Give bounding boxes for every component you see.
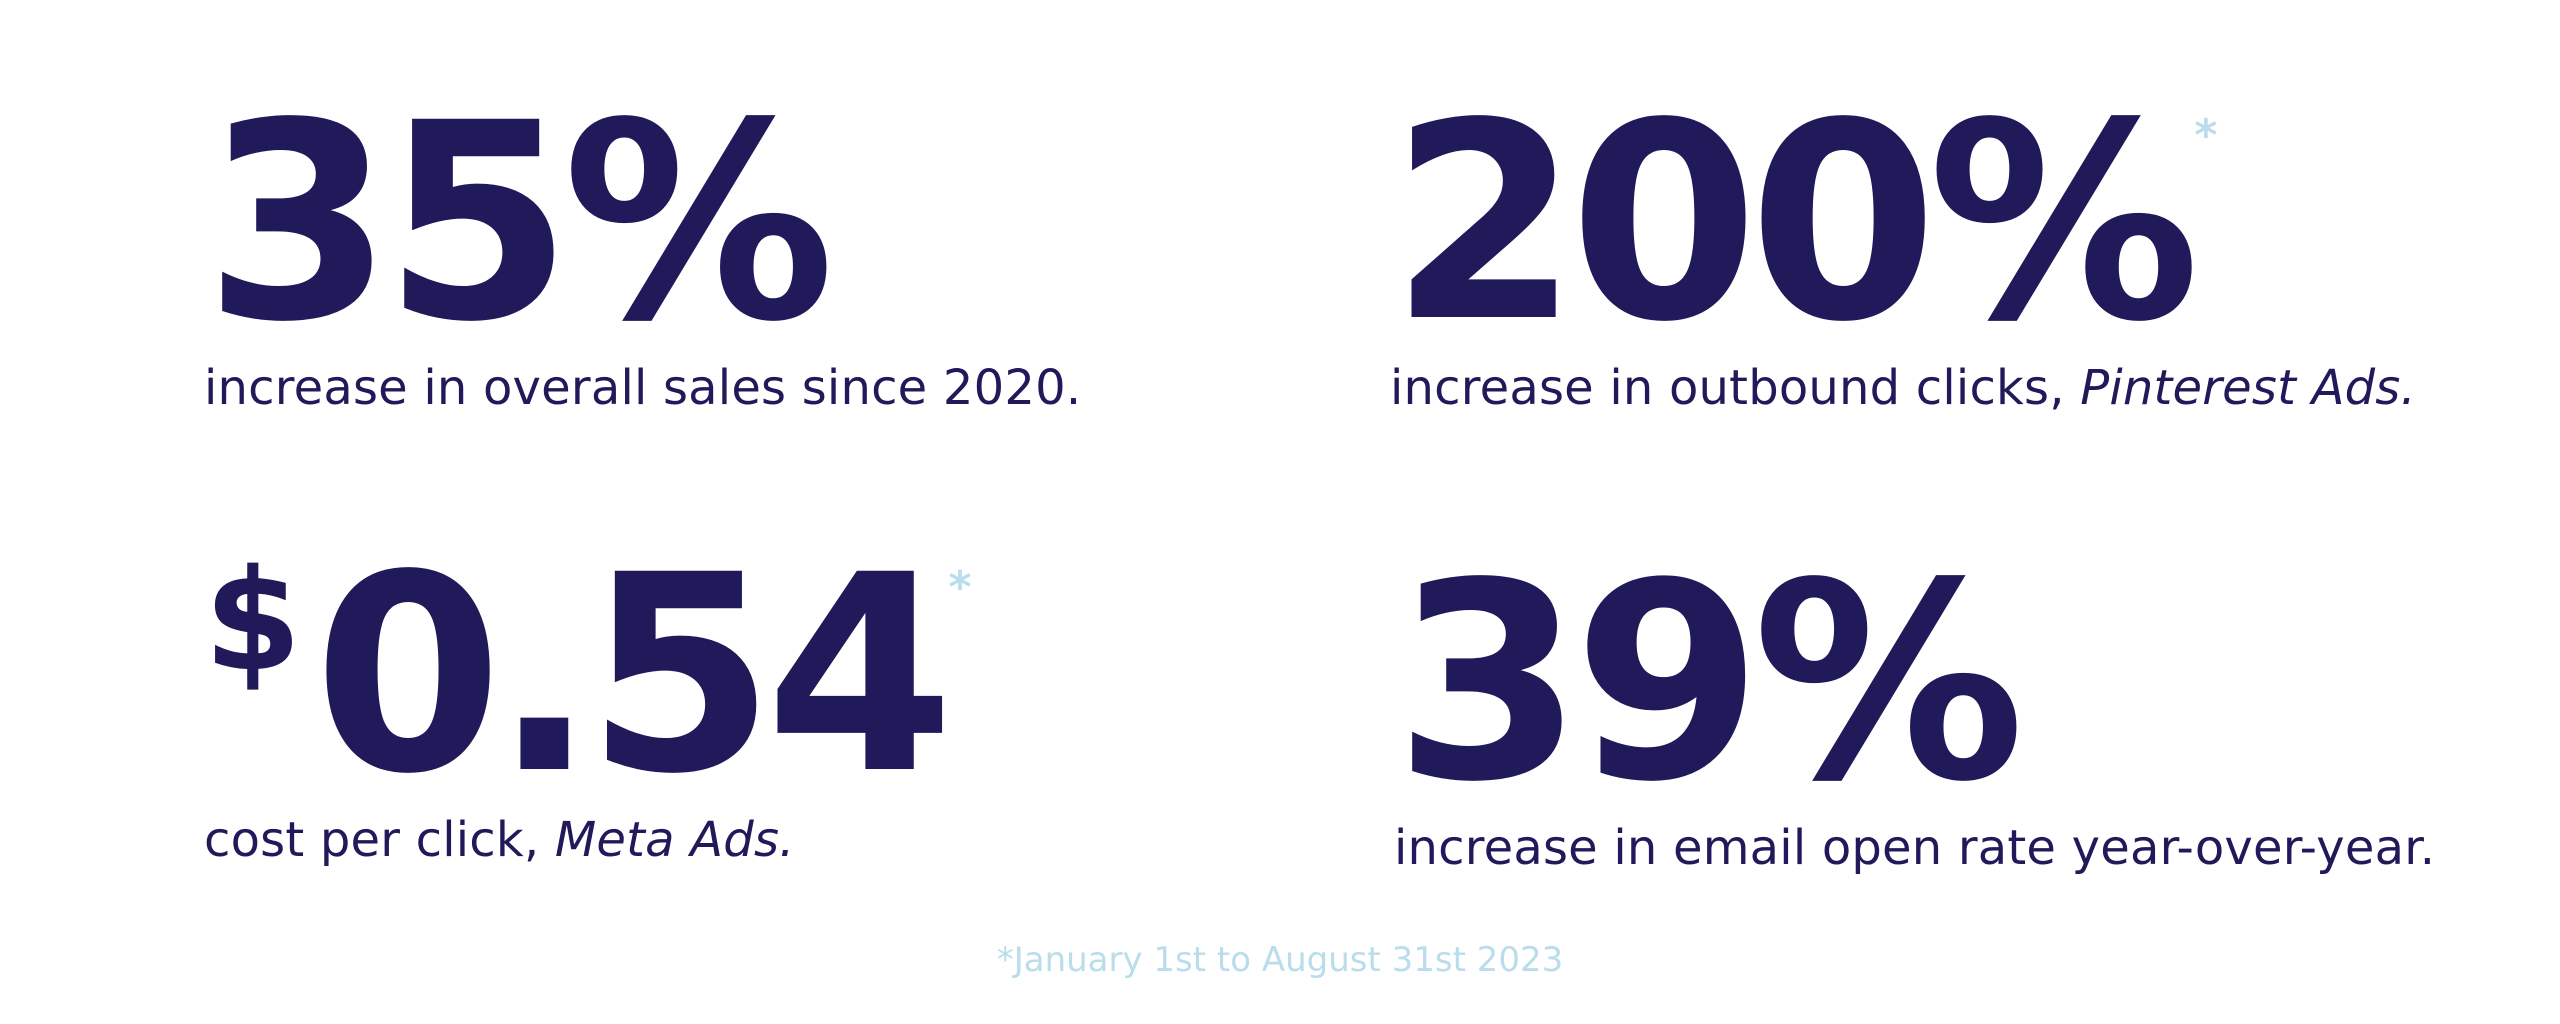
stat-number: 200% [1390, 66, 2200, 382]
stat-sales-increase: 35% increase in overall sales since 2020… [204, 66, 1081, 418]
stat-caption-text: increase in email open rate year-over-ye… [1394, 819, 2436, 876]
stat-value-row: 35% [204, 66, 1081, 382]
stat-value-row: 200% * [1390, 66, 2416, 382]
stat-number: 39% [1394, 526, 2025, 842]
footnote: *January 1st to August 31st 2023 [996, 940, 1564, 980]
stat-caption: increase in email open rate year-over-ye… [1394, 820, 2435, 878]
stat-caption: increase in overall sales since 2020. [204, 360, 1081, 418]
stat-caption-emphasis: Pinterest Ads. [2080, 359, 2416, 416]
stat-caption-text: increase in overall sales since 2020. [204, 359, 1082, 416]
stat-caption: cost per click, Meta Ads. [204, 812, 972, 870]
stat-number: 35% [204, 66, 835, 382]
currency-symbol: $ [204, 540, 302, 703]
stat-number: 0.54 [313, 518, 954, 834]
stat-value-row: 39% [1394, 526, 2435, 842]
stat-caption-text: increase in outbound clicks, [1390, 359, 2081, 416]
asterisk-marker: * [948, 562, 972, 613]
stat-value-row: $ 0.54 * [204, 518, 972, 834]
stat-cost-per-click: $ 0.54 * cost per click, Meta Ads. [204, 518, 972, 870]
stat-caption-emphasis: Meta Ads. [554, 811, 795, 868]
stat-caption-text: cost per click, [204, 811, 555, 868]
asterisk-marker: * [2194, 110, 2218, 161]
stat-outbound-clicks: 200% * increase in outbound clicks, Pint… [1390, 66, 2416, 418]
stat-email-open-rate: 39% increase in email open rate year-ove… [1394, 526, 2435, 878]
stat-caption: increase in outbound clicks, Pinterest A… [1390, 360, 2416, 418]
